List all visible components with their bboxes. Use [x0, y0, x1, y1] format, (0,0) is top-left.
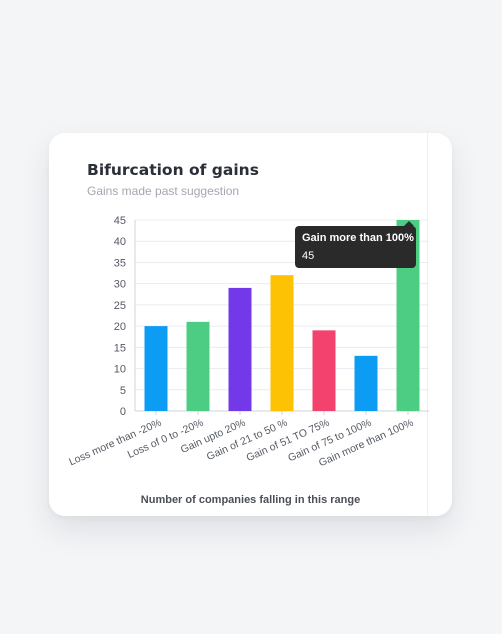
y-tick-label: 20: [114, 321, 126, 333]
bar[interactable]: [228, 287, 252, 411]
y-tick-label: 0: [120, 406, 126, 418]
bar[interactable]: [354, 355, 378, 411]
tooltip-title: Gain more than 100%: [302, 232, 414, 244]
card-divider: [427, 133, 428, 516]
bar-tooltip: Gain more than 100% 45: [295, 221, 416, 268]
y-tick-label: 10: [114, 364, 126, 376]
chart-title: Bifurcation of gains: [87, 161, 259, 179]
y-tick-label: 30: [114, 279, 126, 291]
y-tick-label: 40: [114, 236, 126, 248]
bar[interactable]: [270, 275, 294, 411]
y-tick-label: 35: [114, 257, 126, 269]
y-tick-label: 25: [114, 300, 126, 312]
bar[interactable]: [186, 321, 210, 411]
tooltip-value: 45: [302, 250, 315, 262]
y-tick-label: 15: [114, 342, 126, 354]
y-tick-label: 45: [114, 215, 126, 227]
y-tick-label: 5: [120, 385, 126, 397]
tooltip-caret: [404, 221, 414, 226]
bar[interactable]: [144, 326, 168, 411]
chart-subtitle: Gains made past suggestion: [87, 184, 240, 198]
bar[interactable]: [312, 330, 336, 411]
x-axis-label: Number of companies falling in this rang…: [140, 494, 361, 506]
chart-card: Bifurcation of gains Gains made past sug…: [49, 133, 452, 516]
